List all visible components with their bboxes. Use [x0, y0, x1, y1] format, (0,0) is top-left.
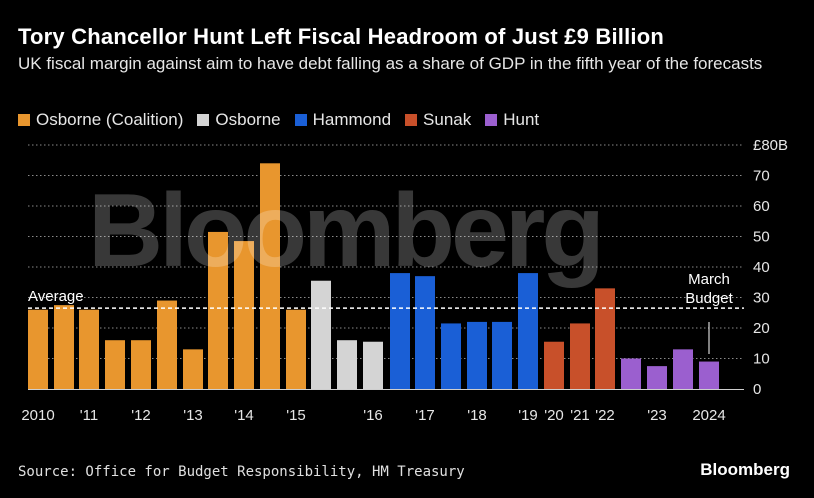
legend-swatch — [197, 114, 210, 126]
chart-title: Tory Chancellor Hunt Left Fiscal Headroo… — [18, 24, 665, 49]
x-tick-label: '20 — [544, 407, 564, 424]
bar — [544, 341, 564, 389]
y-tick-label: 10 — [753, 351, 770, 368]
bar — [621, 358, 641, 389]
legend-swatch — [405, 114, 418, 126]
bar — [311, 280, 331, 389]
chart-subtitle: UK fiscal margin against aim to have deb… — [18, 54, 763, 73]
bar — [79, 309, 99, 389]
x-tick-label: '12 — [131, 407, 151, 424]
y-tick-label: 30 — [753, 290, 770, 307]
bar — [492, 321, 512, 389]
x-tick-label: '23 — [647, 407, 667, 424]
bar — [390, 273, 410, 389]
x-tick-label: '14 — [234, 407, 254, 424]
source-note: Source: Office for Budget Responsibility… — [18, 464, 465, 480]
legend-item-osborne-coalition: Osborne (Coalition) — [18, 110, 183, 130]
x-tick-label: '19 — [518, 407, 538, 424]
bar — [518, 273, 538, 389]
bar — [28, 309, 48, 389]
bar — [363, 341, 383, 389]
bar — [183, 349, 203, 389]
y-tick-label: 20 — [753, 320, 770, 337]
bar — [570, 323, 590, 389]
bar — [595, 288, 615, 389]
legend-swatch — [294, 114, 307, 126]
legend-label: Sunak — [423, 110, 472, 129]
legend-label: Hammond — [312, 110, 392, 129]
legend-item-hammond: Hammond — [294, 110, 392, 130]
legend-swatch — [485, 114, 498, 126]
bar — [673, 349, 693, 389]
x-tick-label: '18 — [467, 407, 487, 424]
bar — [234, 241, 254, 389]
legend-item-sunak: Sunak — [405, 110, 471, 130]
x-tick-label: '13 — [183, 407, 203, 424]
legend-label: Osborne — [215, 110, 281, 129]
y-tick-label: 60 — [753, 198, 770, 215]
bar — [260, 163, 280, 389]
x-tick-label: 2024 — [692, 407, 725, 424]
y-tick-label: 70 — [753, 168, 770, 185]
bar — [54, 305, 74, 389]
average-label: Average — [28, 288, 84, 305]
y-tick-label: 50 — [753, 229, 770, 246]
bar — [699, 361, 719, 389]
y-tick-label: £80B — [753, 137, 788, 154]
bar — [105, 340, 125, 389]
x-tick-label: '21 — [570, 407, 590, 424]
x-tick-label: '22 — [595, 407, 615, 424]
chart-legend: Osborne (Coalition) Osborne Hammond Suna… — [18, 110, 553, 130]
bar — [208, 231, 228, 389]
bar — [441, 323, 461, 389]
legend-label: Osborne (Coalition) — [36, 110, 184, 129]
bar — [286, 309, 306, 389]
bar — [337, 340, 357, 389]
annotation-label: Budget — [685, 290, 733, 307]
x-tick-label: '15 — [286, 407, 306, 424]
legend-label: Hunt — [503, 110, 540, 129]
legend-swatch — [18, 114, 30, 126]
x-tick-label: '17 — [415, 407, 435, 424]
bar — [647, 366, 667, 389]
legend-item-hunt: Hunt — [485, 110, 539, 130]
y-tick-label: 40 — [753, 259, 770, 276]
legend-item-osborne: Osborne — [197, 110, 281, 130]
x-tick-label: 2010 — [21, 407, 54, 424]
bloomberg-logo: Bloomberg — [700, 460, 790, 479]
bar — [157, 300, 177, 389]
bar — [415, 276, 435, 389]
x-tick-label: '11 — [80, 407, 98, 424]
bar — [131, 340, 151, 389]
x-tick-label: '16 — [363, 407, 383, 424]
annotation-label: March — [688, 271, 730, 288]
y-tick-label: 0 — [753, 381, 761, 398]
bar — [467, 321, 487, 389]
